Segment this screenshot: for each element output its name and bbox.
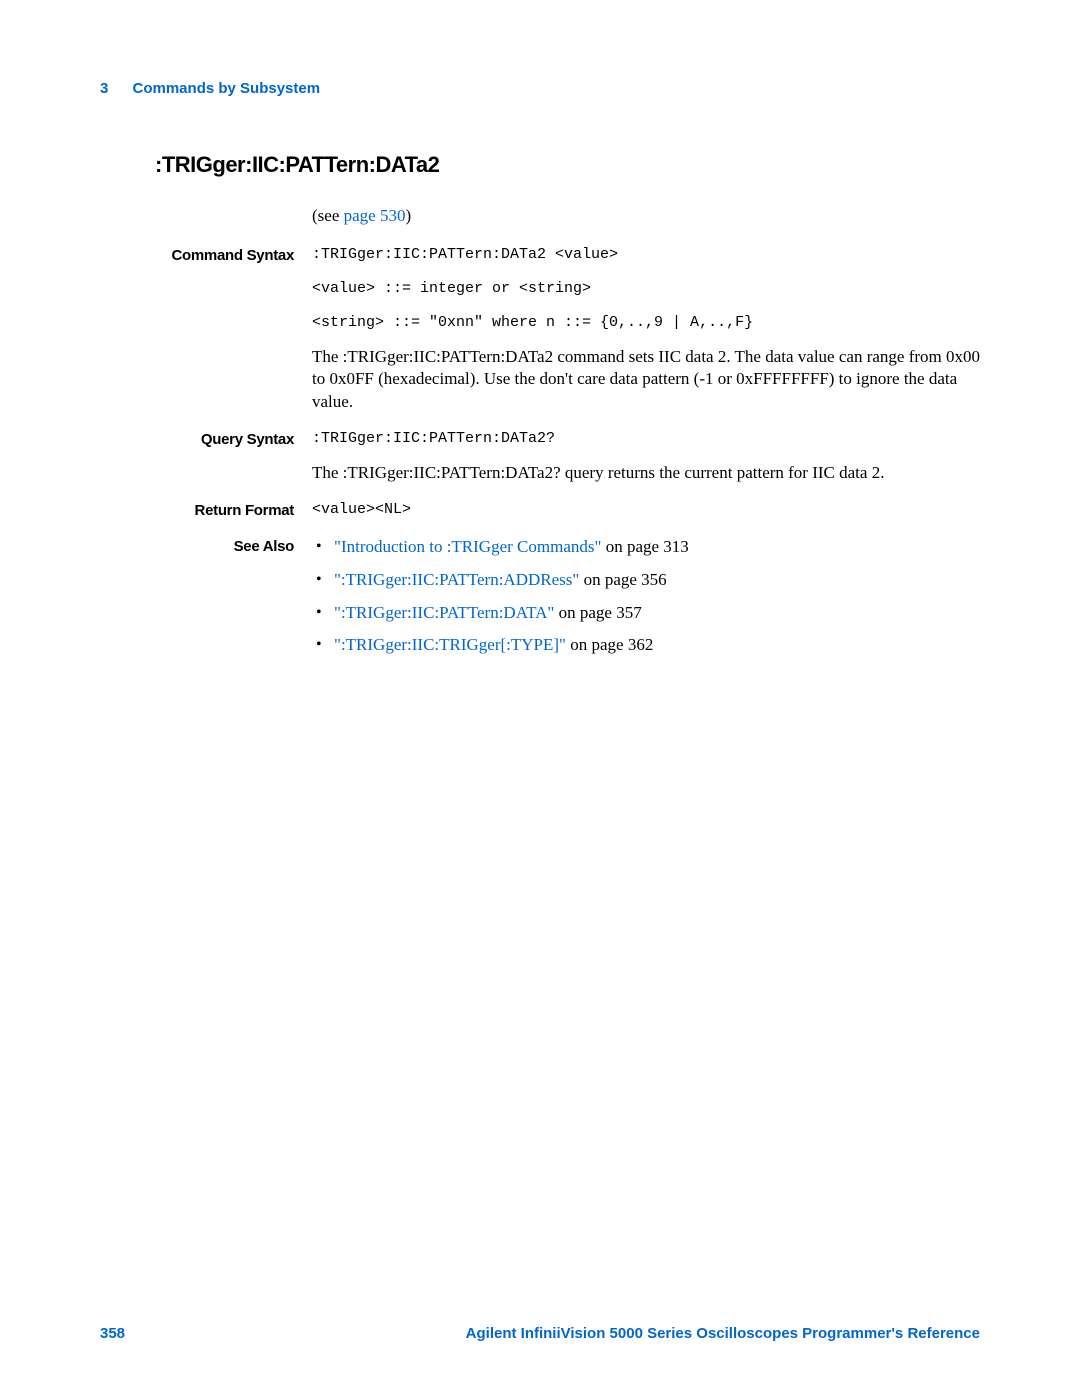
return-format-row: Return Format <value><NL> bbox=[100, 499, 980, 521]
command-syntax-body-row: The :TRIGger:IIC:PATTern:DATa2 command s… bbox=[100, 346, 980, 415]
query-syntax-label: Query Syntax bbox=[100, 428, 312, 450]
query-syntax-body-row: The :TRIGger:IIC:PATTern:DATa2? query re… bbox=[100, 462, 980, 485]
spacer bbox=[100, 346, 312, 347]
spacer bbox=[100, 278, 312, 279]
see-also-link-0[interactable]: "Introduction to :TRIGger Commands" bbox=[334, 537, 601, 556]
page-title: :TRIGger:IIC:PATTern:DATa2 bbox=[155, 152, 980, 178]
see-also-content: "Introduction to :TRIGger Commands" on p… bbox=[312, 535, 980, 666]
list-item: ":TRIGger:IIC:PATTern:DATA" on page 357 bbox=[312, 601, 980, 626]
see-also-suffix-2: on page 357 bbox=[554, 603, 641, 622]
command-syntax-line1: :TRIGger:IIC:PATTern:DATa2 <value> bbox=[312, 244, 980, 266]
see-also-link-3[interactable]: ":TRIGger:IIC:TRIGger[:TYPE]" bbox=[334, 635, 566, 654]
list-item: "Introduction to :TRIGger Commands" on p… bbox=[312, 535, 980, 560]
page-header: 3 Commands by Subsystem bbox=[100, 80, 980, 97]
command-syntax-row: Command Syntax :TRIGger:IIC:PATTern:DATa… bbox=[100, 244, 980, 266]
spacer bbox=[100, 312, 312, 313]
list-item: ":TRIGger:IIC:TRIGger[:TYPE]" on page 36… bbox=[312, 633, 980, 658]
return-format-label: Return Format bbox=[100, 499, 312, 521]
command-syntax-label: Command Syntax bbox=[100, 244, 312, 266]
see-page-note: (see page 530) bbox=[312, 206, 980, 226]
query-syntax-body: The :TRIGger:IIC:PATTern:DATa2? query re… bbox=[312, 462, 980, 485]
see-also-list: "Introduction to :TRIGger Commands" on p… bbox=[312, 535, 980, 658]
see-note-prefix: (see bbox=[312, 206, 344, 225]
command-syntax-line2: <value> ::= integer or <string> bbox=[312, 278, 980, 300]
return-format-line1: <value><NL> bbox=[312, 499, 980, 521]
chapter-title: Commands by Subsystem bbox=[133, 80, 321, 97]
see-note-link[interactable]: page 530 bbox=[344, 206, 406, 225]
see-also-link-2[interactable]: ":TRIGger:IIC:PATTern:DATA" bbox=[334, 603, 554, 622]
footer-doc-title: Agilent InfiniiVision 5000 Series Oscill… bbox=[466, 1325, 980, 1342]
see-also-label: See Also bbox=[100, 535, 312, 557]
page-footer: 358 Agilent InfiniiVision 5000 Series Os… bbox=[100, 1325, 980, 1342]
command-syntax-row3: <string> ::= "0xnn" where n ::= {0,..,9 … bbox=[100, 312, 980, 334]
see-also-suffix-3: on page 362 bbox=[566, 635, 653, 654]
command-syntax-body: The :TRIGger:IIC:PATTern:DATa2 command s… bbox=[312, 346, 980, 415]
list-item: ":TRIGger:IIC:PATTern:ADDRess" on page 3… bbox=[312, 568, 980, 593]
see-also-suffix-0: on page 313 bbox=[601, 537, 688, 556]
command-syntax-line3: <string> ::= "0xnn" where n ::= {0,..,9 … bbox=[312, 312, 980, 334]
query-syntax-line1: :TRIGger:IIC:PATTern:DATa2? bbox=[312, 428, 980, 450]
see-also-row: See Also "Introduction to :TRIGger Comma… bbox=[100, 535, 980, 666]
see-also-suffix-1: on page 356 bbox=[579, 570, 666, 589]
page-number: 358 bbox=[100, 1325, 125, 1342]
see-also-link-1[interactable]: ":TRIGger:IIC:PATTern:ADDRess" bbox=[334, 570, 579, 589]
page-container: 3 Commands by Subsystem :TRIGger:IIC:PAT… bbox=[0, 0, 1080, 1397]
see-note-suffix: ) bbox=[405, 206, 411, 225]
query-syntax-row: Query Syntax :TRIGger:IIC:PATTern:DATa2? bbox=[100, 428, 980, 450]
command-syntax-row2: <value> ::= integer or <string> bbox=[100, 278, 980, 300]
chapter-number: 3 bbox=[100, 80, 108, 97]
spacer bbox=[100, 462, 312, 463]
